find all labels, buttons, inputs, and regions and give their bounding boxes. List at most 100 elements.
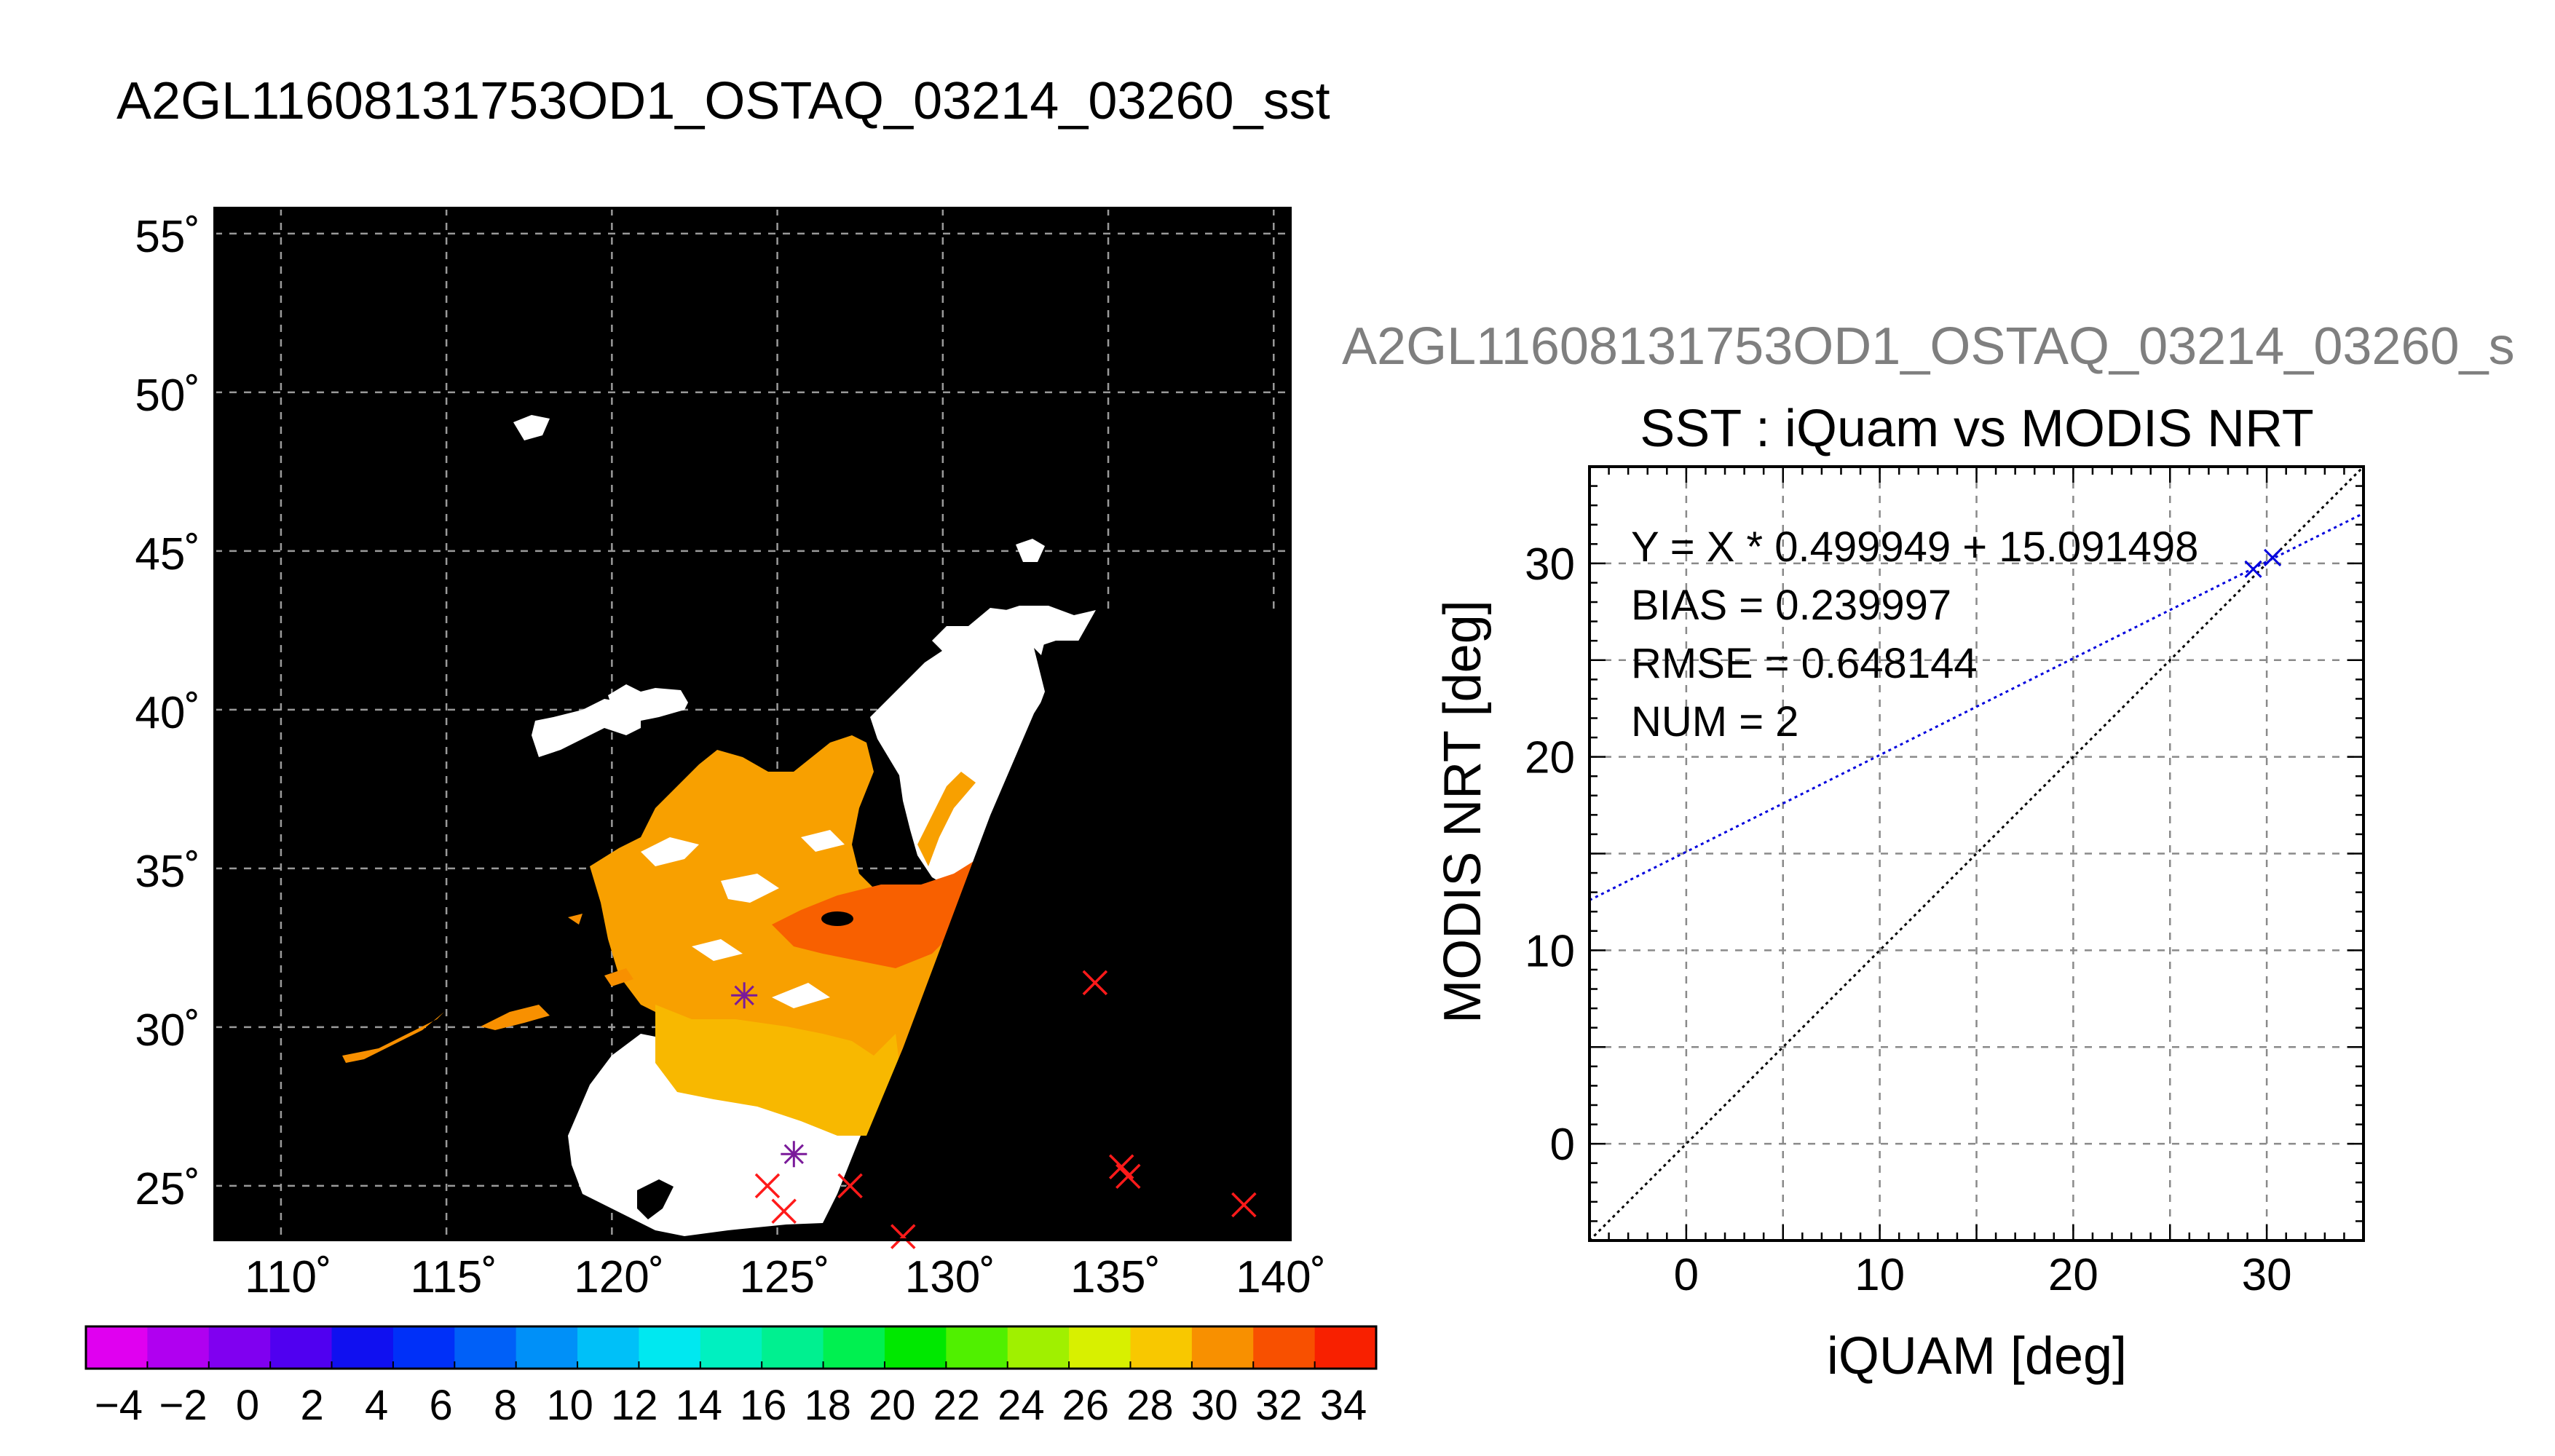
sst-white-patches: [641, 830, 845, 1008]
map-marker-x: [1115, 1163, 1141, 1190]
colorbar-swatch: [1069, 1326, 1132, 1369]
colorbar-label: 32: [1255, 1382, 1303, 1429]
map-marker-asterisk: [781, 1141, 807, 1168]
sst-strait-ribbon: [917, 772, 976, 866]
stats-annotation: Y = X * 0.499949 + 15.091498: [1631, 523, 2198, 571]
colorbar-label: 22: [933, 1382, 981, 1429]
data-point: [2264, 548, 2282, 566]
colorbar-label: −2: [159, 1382, 207, 1429]
colorbar-label: 18: [805, 1382, 852, 1429]
colorbar-swatch: [208, 1326, 271, 1369]
map-title: A2GL11608131753OD1_OSTAQ_03214_03260_sst: [117, 72, 1330, 130]
map-marker-x: [1082, 970, 1108, 996]
map-lat-tick-label: 35˚: [135, 847, 200, 897]
colorbar-label: 24: [998, 1382, 1045, 1429]
colorbar-swatch: [392, 1326, 455, 1369]
colorbar-swatch: [331, 1326, 394, 1369]
x-tick-label: 10: [1855, 1250, 1905, 1300]
colorbar-label: 16: [740, 1382, 787, 1429]
map-lat-tick-label: 55˚: [135, 212, 200, 262]
colorbar-swatch: [147, 1326, 210, 1369]
colorbar-swatch: [1253, 1326, 1316, 1369]
map-lat-tick-label: 40˚: [135, 688, 200, 738]
colorbar-label: −4: [95, 1382, 143, 1429]
stats-annotation: BIAS = 0.239997: [1631, 582, 1951, 629]
map-marker-x: [1231, 1192, 1257, 1218]
y-tick-label: 20: [1525, 733, 1575, 783]
map-marker-x: [754, 1173, 781, 1199]
colorbar-label: 6: [429, 1382, 452, 1429]
colorbar-swatch: [270, 1326, 333, 1369]
island-dark: [821, 911, 853, 926]
map-panel: [213, 207, 1292, 1249]
land-small-1: [513, 415, 550, 440]
colorbar-label: 4: [365, 1382, 388, 1429]
colorbar-frame: [84, 1325, 1378, 1370]
map-marker-x: [771, 1198, 797, 1224]
colorbar-swatch: [1314, 1326, 1377, 1369]
colorbar-label: 8: [494, 1382, 517, 1429]
colorbar-label: 14: [675, 1382, 722, 1429]
colorbar: [84, 1325, 1378, 1370]
map-lat-tick-label: 30˚: [135, 1005, 200, 1056]
fit-line: [1590, 512, 2364, 901]
land-china-north: [532, 699, 641, 757]
colorbar-label: 30: [1191, 1382, 1239, 1429]
plot-frame: [1588, 465, 2365, 1242]
colorbar-labels: −4 −2 0 2 4 6 8 10 12 14 16 18 20 22 24 26 28 30 32 34: [95, 1382, 1367, 1429]
y-tick-label: 30: [1525, 539, 1575, 590]
identity-line: [1590, 467, 2364, 1241]
map-marker-x: [837, 1173, 863, 1199]
colorbar-swatch: [884, 1326, 947, 1369]
y-tick-label: 0: [1550, 1120, 1575, 1170]
scatter-plot: 0 10 20 30 0 10 20 30 Y = X * 0.499949 + 15.0914…: [1525, 465, 2365, 1300]
colorbar-label: 26: [1062, 1382, 1110, 1429]
colorbar-label: 28: [1126, 1382, 1174, 1429]
colorbar-swatch: [516, 1326, 578, 1369]
swath-edge-cut: [823, 610, 1290, 1240]
colorbar-swatch: [1130, 1326, 1193, 1369]
data-point: [2244, 560, 2262, 578]
map-lon-tick-label: 130˚: [905, 1252, 995, 1302]
map-lon-tick-label: 110˚: [245, 1252, 332, 1302]
colorbar-label: 0: [236, 1382, 259, 1429]
map-lon-labels: 110˚ 115˚ 120˚ 125˚ 130˚ 135˚ 140˚: [245, 1252, 1326, 1302]
map-lat-tick-label: 45˚: [135, 529, 200, 579]
map-lon-tick-label: 115˚: [410, 1252, 497, 1302]
map-lat-tick-label: 25˚: [135, 1164, 200, 1214]
x-axis-label: iQUAM [deg]: [1827, 1327, 2127, 1385]
colorbar-swatch: [1007, 1326, 1070, 1369]
map-marker-asterisk: [731, 982, 758, 1009]
map-lat-tick-label: 50˚: [135, 371, 200, 421]
x-tick-label: 30: [2242, 1250, 2292, 1300]
colorbar-swatch: [1191, 1326, 1254, 1369]
x-tick-label: 20: [2048, 1250, 2098, 1300]
map-lat-labels: 55˚ 50˚ 45˚ 40˚ 35˚ 30˚ 25˚: [135, 212, 200, 1214]
colorbar-swatch: [762, 1326, 824, 1369]
colorbar-swatch: [639, 1326, 701, 1369]
colorbar-label: 10: [546, 1382, 593, 1429]
sst-east-china-sea: [655, 1005, 903, 1136]
colorbar-swatch: [700, 1326, 762, 1369]
map-lon-tick-label: 125˚: [740, 1252, 830, 1302]
map-frame: [213, 207, 1292, 1241]
land-small-2: [1016, 539, 1045, 562]
map-lon-tick-label: 120˚: [574, 1252, 664, 1302]
colorbar-label: 34: [1320, 1382, 1367, 1429]
map-lon-tick-label: 140˚: [1236, 1252, 1326, 1302]
y-axis-label: MODIS NRT [deg]: [1434, 600, 1492, 1024]
stats-annotation: RMSE = 0.648144: [1631, 640, 1978, 687]
colorbar-swatch: [86, 1326, 148, 1369]
chart-title: SST : iQuam vs MODIS NRT: [1640, 400, 2314, 458]
colorbar-swatch: [454, 1326, 517, 1369]
colorbar-label: 20: [869, 1382, 916, 1429]
colorbar-swatch: [577, 1326, 640, 1369]
land-shandong: [608, 684, 688, 721]
x-tick-label: 0: [1674, 1250, 1699, 1300]
scatter-file-title: A2GL11608131753OD1_OSTAQ_03214_03260_s: [1342, 317, 2515, 376]
colorbar-label: 12: [611, 1382, 658, 1429]
map-lon-tick-label: 135˚: [1070, 1252, 1161, 1302]
colorbar-swatch: [946, 1326, 1008, 1369]
colorbar-swatch: [823, 1326, 885, 1369]
